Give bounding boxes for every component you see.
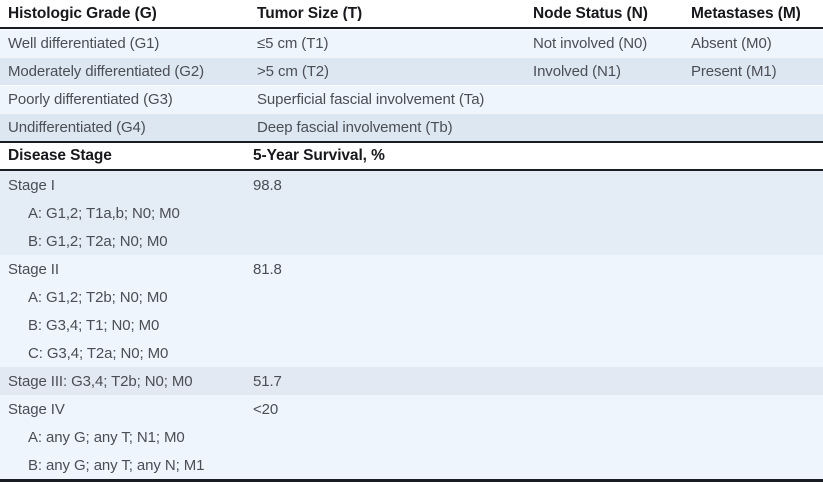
stage-row: A: G1,2; T2b; N0; M0 [0,283,823,311]
metastases-cell: Present (M1) [691,63,777,79]
stage-sublabel-cell: A: any G; any T; N1; M0 [28,429,185,445]
stage-sublabel-cell: A: G1,2; T2b; N0; M0 [28,289,168,305]
grade-header-rule [0,27,823,29]
grade-row: Undifferentiated (G4) Deep fascial invol… [0,113,823,141]
bottom-rule [0,479,823,482]
stage-row: C: G3,4; T2a; N0; M0 [0,339,823,367]
stage-header-row: Disease Stage 5-Year Survival, % [0,143,823,169]
stage-row: Stage I 98.8 [0,171,823,199]
column-header-histologic-grade: Histologic Grade (G) [8,5,157,22]
tumor-size-cell: Superficial fascial involvement (Ta) [257,91,485,107]
stage-row: B: G3,4; T1; N0; M0 [0,311,823,339]
grade-cell: Well differentiated (G1) [8,35,160,51]
tumor-size-cell: ≤5 cm (T1) [257,35,329,51]
column-header-metastases: Metastases (M) [691,5,801,22]
grade-row: Moderately differentiated (G2) >5 cm (T2… [0,57,823,85]
column-header-tumor-size: Tumor Size (T) [257,5,363,22]
grade-cell: Undifferentiated (G4) [8,119,146,135]
survival-cell: <20 [253,401,279,417]
stage-sublabel-cell: B: any G; any T; any N; M1 [28,457,205,473]
stage-row: A: any G; any T; N1; M0 [0,423,823,451]
grade-cell: Moderately differentiated (G2) [8,63,204,79]
stage-row: Stage III: G3,4; T2b; N0; M0 51.7 [0,367,823,395]
stage-row: A: G1,2; T1a,b; N0; M0 [0,199,823,227]
column-header-disease-stage: Disease Stage [8,148,112,164]
tumor-size-cell: Deep fascial involvement (Tb) [257,119,453,135]
grade-row: Poorly differentiated (G3) Superficial f… [0,85,823,113]
survival-cell: 98.8 [253,177,282,193]
stage-label-cell: Stage I [8,177,55,193]
grade-header-row: Histologic Grade (G) Tumor Size (T) Node… [0,0,823,27]
survival-cell: 51.7 [253,373,282,389]
metastases-cell: Absent (M0) [691,35,772,51]
stage-row: Stage IV <20 [0,395,823,423]
stage-row: B: any G; any T; any N; M1 [0,451,823,479]
stage-sublabel-cell: C: G3,4; T2a; N0; M0 [28,345,169,361]
stage-section-rule-top [0,141,823,143]
stage-label-cell: Stage II [8,261,59,277]
grade-row: Well differentiated (G1) ≤5 cm (T1) Not … [0,29,823,57]
stage-section-rule-bottom [0,169,823,171]
stage-row: B: G1,2; T2a; N0; M0 [0,227,823,255]
stage-label-cell: Stage IV [8,401,65,417]
survival-cell: 81.8 [253,261,282,277]
node-status-cell: Involved (N1) [533,63,621,79]
stage-sublabel-cell: B: G1,2; T2a; N0; M0 [28,233,168,249]
grade-cell: Poorly differentiated (G3) [8,91,173,107]
stage-label-cell: Stage III: G3,4; T2b; N0; M0 [8,373,193,389]
column-header-node-status: Node Status (N) [533,5,648,22]
column-header-survival: 5-Year Survival, % [253,148,385,164]
stage-sublabel-cell: A: G1,2; T1a,b; N0; M0 [28,205,180,221]
node-status-cell: Not involved (N0) [533,35,648,51]
stage-row: Stage II 81.8 [0,255,823,283]
stage-sublabel-cell: B: G3,4; T1; N0; M0 [28,317,160,333]
tumor-size-cell: >5 cm (T2) [257,63,329,79]
